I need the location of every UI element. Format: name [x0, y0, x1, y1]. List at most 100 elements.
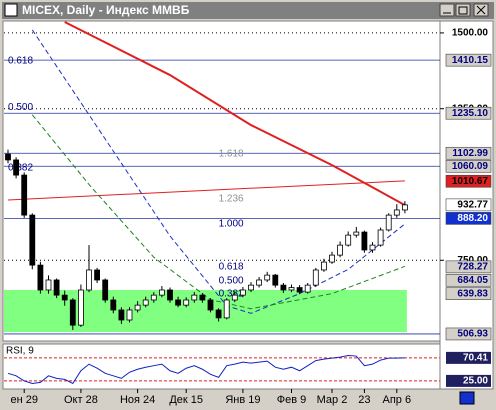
overlay-line	[64, 21, 406, 206]
candle-body	[37, 264, 44, 291]
price-label: 728.27	[457, 262, 488, 273]
x-tick-label: Мар 2	[317, 394, 348, 406]
x-tick-label: Дек 15	[169, 394, 203, 406]
candle-body	[296, 287, 303, 293]
candle-body	[183, 299, 190, 306]
fib-label: 1.618	[219, 149, 244, 160]
price-label-box	[445, 174, 492, 188]
candle-body	[369, 244, 376, 251]
price-label-box	[445, 273, 492, 287]
candle-body	[45, 279, 52, 291]
price-panel	[2, 20, 441, 342]
candle-body	[69, 299, 76, 326]
rsi-panel	[2, 343, 441, 390]
candle-body	[150, 294, 157, 301]
price-label: 1102.99	[452, 148, 488, 159]
rsi-title: RSI, 9	[6, 346, 34, 357]
fib-label: 0.500	[8, 102, 33, 113]
candle-body	[215, 309, 222, 319]
fib-label: 0.618	[8, 56, 33, 67]
price-label: 506.93	[457, 329, 488, 340]
app-icon	[4, 3, 18, 17]
x-tick-label: 23	[358, 394, 370, 406]
candle-body	[385, 214, 392, 231]
x-tick-label: Фев 9	[277, 394, 307, 406]
candle-body	[94, 269, 100, 281]
rsi-label-box	[446, 374, 491, 387]
candle-body	[329, 254, 335, 263]
price-label-box	[445, 287, 492, 300]
overlay-line	[31, 29, 406, 314]
overlay-line	[7, 180, 405, 201]
candle-body	[158, 289, 165, 296]
fib-label: 0.618	[219, 262, 244, 273]
candle-body	[248, 284, 254, 291]
price-label: 932.77	[457, 200, 488, 211]
minimize-button[interactable]	[439, 3, 455, 17]
window-title: MICEX, Daily - Индекс ММВБ	[22, 3, 190, 17]
rsi-label: 70.41	[463, 353, 488, 364]
price-label-box	[445, 159, 492, 173]
candle-body	[280, 284, 287, 291]
candle-body	[118, 309, 125, 321]
candle-body	[110, 299, 117, 311]
x-tick-label: Окт 28	[64, 394, 98, 406]
candle-body	[167, 289, 173, 301]
fib-label: 1.000	[219, 219, 244, 230]
fib-label: 0.382	[8, 163, 33, 174]
candle-body	[353, 231, 360, 236]
y-tick-label: 750.00	[457, 255, 488, 266]
y-tick-label: 1500.00	[452, 28, 489, 39]
price-label-box	[445, 146, 492, 160]
price-label-box	[445, 198, 492, 212]
candle-body	[361, 231, 368, 251]
x-tick-label: ен 29	[10, 394, 37, 406]
candle-body	[393, 209, 400, 216]
price-label-box	[445, 260, 492, 274]
candle-body	[288, 287, 295, 291]
x-tick-label: Апр 6	[383, 394, 412, 406]
price-label: 639.83	[457, 288, 488, 299]
candle-body	[320, 261, 327, 271]
x-tick-label: Ноя 24	[120, 394, 155, 406]
price-label: 1410.15	[452, 55, 489, 66]
price-label: 1010.67	[452, 176, 489, 187]
candle-body	[256, 279, 263, 286]
candle-body	[191, 294, 198, 301]
candle-body	[401, 204, 408, 211]
rsi-label-box	[446, 351, 491, 364]
candle-body	[126, 309, 133, 321]
candle-body	[21, 174, 28, 216]
price-label: 888.20	[457, 213, 488, 224]
window-button-glyphs	[443, 5, 486, 15]
candle-body	[61, 294, 68, 301]
candle-body	[239, 289, 246, 296]
candle-body	[231, 294, 238, 301]
candle-body	[175, 299, 182, 306]
fib-label: 0.382	[219, 289, 244, 300]
candle-body	[304, 284, 311, 293]
candle-body	[86, 269, 92, 291]
candle-body	[312, 269, 319, 286]
price-label-box	[445, 327, 492, 341]
candle-body	[78, 289, 84, 326]
candle-body	[272, 274, 279, 286]
price-label: 1060.09	[452, 161, 489, 172]
fib-label: 0.500	[219, 276, 244, 287]
candle-body	[207, 299, 214, 311]
candle-body	[5, 153, 11, 161]
candle-body	[337, 244, 344, 256]
rsi-label: 25.00	[463, 376, 488, 387]
price-label-box	[445, 106, 492, 120]
price-label: 1235.10	[452, 108, 489, 119]
price-label-box	[445, 53, 492, 67]
candle-body	[345, 234, 352, 246]
corner-icon	[459, 391, 475, 405]
candle-body	[13, 159, 20, 176]
x-tick-label: Янв 19	[225, 394, 260, 406]
candle-body	[264, 274, 271, 281]
candle-body	[134, 304, 141, 311]
price-label: 684.05	[457, 275, 488, 286]
candle-body	[199, 294, 206, 301]
